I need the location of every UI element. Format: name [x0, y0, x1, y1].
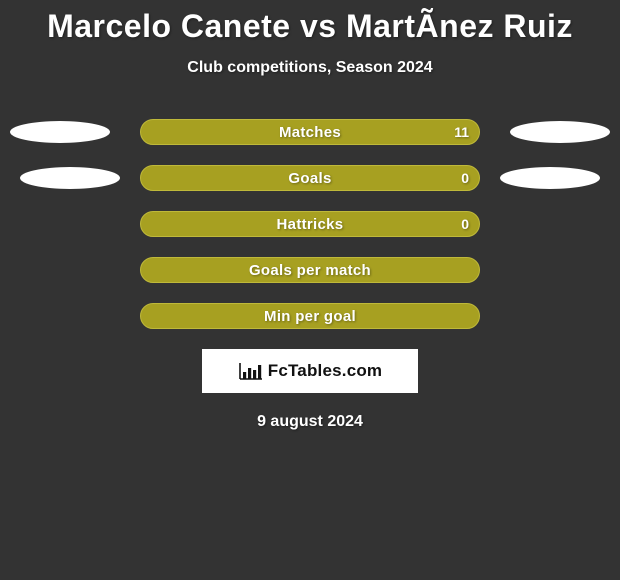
- stat-row: Min per goal: [0, 303, 620, 329]
- stat-bar: Goals 0: [140, 165, 480, 191]
- stat-bar: Min per goal: [140, 303, 480, 329]
- right-ellipse: [510, 121, 610, 143]
- left-ellipse: [10, 121, 110, 143]
- stat-label: Min per goal: [264, 308, 356, 325]
- subtitle: Club competitions, Season 2024: [0, 59, 620, 77]
- stat-label: Goals per match: [249, 262, 371, 279]
- stat-rows: Matches 11 Goals 0 Hattricks 0 Goals per match…: [0, 119, 620, 329]
- stat-row: Goals per match: [0, 257, 620, 283]
- page-title: Marcelo Canete vs MartÃ­nez Ruiz: [0, 8, 620, 45]
- logo-box: FcTables.com: [202, 349, 418, 393]
- stat-row: Goals 0: [0, 165, 620, 191]
- right-ellipse: [500, 167, 600, 189]
- stat-row: Hattricks 0: [0, 211, 620, 237]
- stat-label: Goals: [288, 170, 331, 187]
- logo-text: FcTables.com: [268, 361, 383, 381]
- bar-chart-icon: [238, 361, 264, 381]
- stat-row: Matches 11: [0, 119, 620, 145]
- stat-bar: Hattricks 0: [140, 211, 480, 237]
- left-ellipse: [20, 167, 120, 189]
- stat-value: 11: [454, 124, 469, 140]
- comparison-card: Marcelo Canete vs MartÃ­nez Ruiz Club co…: [0, 0, 620, 431]
- stat-bar: Goals per match: [140, 257, 480, 283]
- stat-bar: Matches 11: [140, 119, 480, 145]
- stat-label: Matches: [279, 124, 341, 141]
- stat-value: 0: [461, 216, 469, 232]
- date: 9 august 2024: [0, 413, 620, 431]
- stat-value: 0: [461, 170, 469, 186]
- stat-label: Hattricks: [277, 216, 344, 233]
